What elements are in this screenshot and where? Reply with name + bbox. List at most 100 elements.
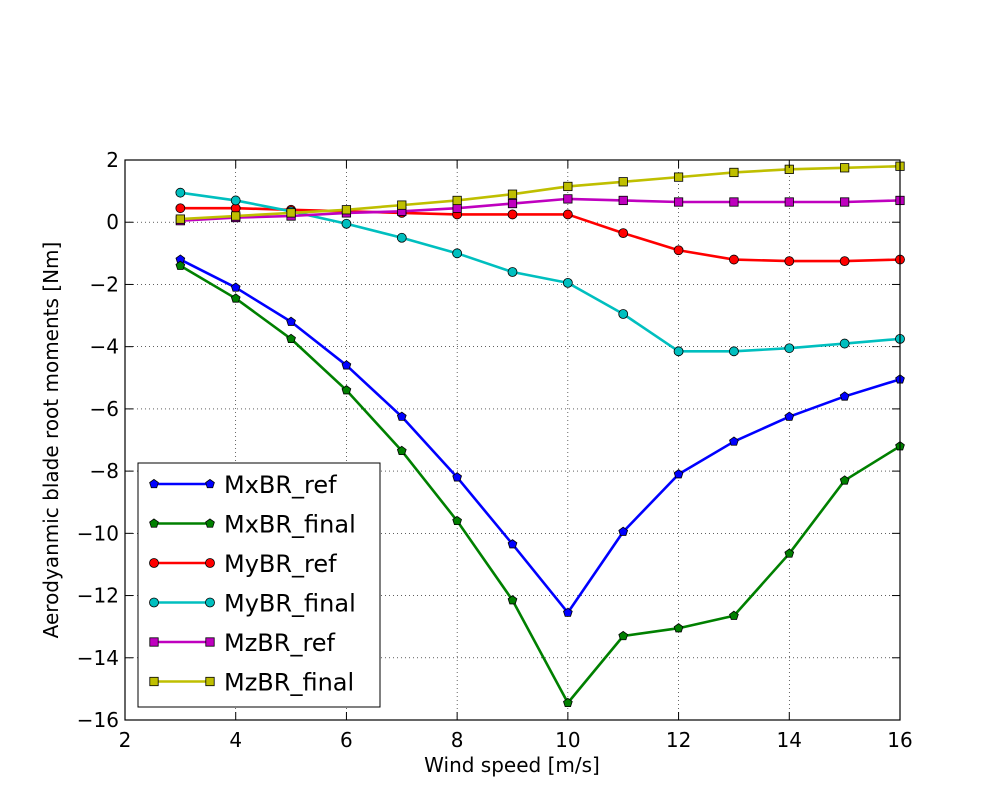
y-tick-label: −8 — [90, 459, 119, 483]
data-point — [618, 526, 629, 536]
x-tick-label: 14 — [777, 728, 802, 752]
data-point — [839, 338, 850, 349]
data-point — [729, 197, 739, 207]
data-point — [839, 475, 850, 485]
legend-item: MxBR_final — [149, 511, 356, 539]
legend-marker — [205, 558, 215, 568]
legend: MxBR_ref MxBR_final MyBR_ref MyBR_final MzBR… — [137, 462, 381, 708]
data-point — [230, 293, 241, 303]
data-point — [452, 248, 463, 259]
data-point — [341, 385, 352, 395]
data-point — [618, 228, 629, 239]
data-point — [175, 203, 186, 214]
legend-label: MzBR_final — [224, 669, 354, 697]
data-point — [507, 595, 518, 605]
data-point — [840, 197, 850, 207]
series-line — [180, 197, 901, 222]
y-tick-label: −12 — [77, 584, 119, 608]
series-lines — [175, 161, 905, 708]
y-tick-label: −14 — [77, 646, 119, 670]
y-tick-label: −2 — [90, 272, 119, 296]
data-point — [286, 208, 296, 218]
series-line — [179, 264, 901, 705]
data-point — [563, 697, 573, 708]
data-point — [507, 189, 518, 199]
data-point — [673, 197, 684, 207]
data-point — [618, 177, 628, 187]
data-point — [563, 194, 573, 204]
data-point — [562, 277, 573, 288]
data-point — [230, 195, 241, 206]
data-point — [341, 218, 352, 229]
axis-ticks: 2 4 6 8 10 12 14 16 2 0 −2 −4 −6 −8 −10 −12 −14 −16 — [77, 148, 913, 752]
legend-marker — [205, 478, 215, 489]
data-point — [673, 623, 684, 633]
x-tick-label: 10 — [555, 728, 580, 752]
legend-marker — [149, 478, 159, 489]
y-tick-label: −10 — [77, 521, 119, 545]
legend-item: MyBR_ref — [149, 550, 337, 578]
data-point — [452, 515, 462, 526]
data-point — [396, 232, 407, 243]
data-point — [673, 245, 684, 256]
legend-marker — [205, 676, 215, 687]
legend-marker — [149, 637, 159, 647]
legend-marker — [149, 558, 159, 568]
grid — [125, 160, 900, 720]
legend-item: MyBR_final — [149, 590, 356, 618]
data-point — [286, 333, 296, 344]
data-point — [729, 346, 739, 357]
series-line — [179, 258, 901, 614]
data-point — [230, 282, 241, 292]
data-point — [452, 195, 462, 206]
legend-marker — [205, 597, 215, 608]
x-tick-label: 16 — [887, 728, 912, 752]
data-point — [341, 360, 352, 370]
data-point — [507, 209, 518, 220]
x-tick-label: 6 — [340, 728, 353, 752]
x-axis-label: Wind speed [m/s] — [424, 753, 600, 777]
y-axis-label: Aerodyanmic blade root moments [Nm] — [39, 242, 63, 639]
data-point — [729, 610, 739, 620]
series-MxBR_ref — [175, 254, 905, 617]
data-point — [507, 539, 518, 549]
legend-marker — [149, 676, 159, 687]
data-point — [784, 411, 795, 421]
legend-label: MzBR_ref — [224, 629, 336, 657]
data-point — [286, 316, 296, 326]
x-tick-label: 12 — [666, 728, 691, 752]
y-tick-label: −6 — [90, 397, 119, 421]
data-point — [784, 343, 795, 354]
x-tick-label: 2 — [119, 728, 132, 752]
data-point — [396, 445, 407, 456]
legend-marker — [149, 597, 159, 608]
data-point — [563, 181, 573, 192]
legend-item: MxBR_ref — [149, 471, 337, 499]
legend-item: MzBR_final — [149, 669, 354, 697]
data-point — [784, 548, 795, 558]
legend-label: MxBR_ref — [224, 471, 337, 499]
legend-marker — [205, 637, 215, 647]
data-point — [452, 203, 462, 213]
data-point — [396, 411, 407, 421]
y-tick-label: −4 — [90, 335, 119, 359]
legend-item: MzBR_ref — [149, 629, 336, 657]
data-point — [729, 167, 739, 178]
data-point — [839, 256, 850, 267]
data-point — [507, 267, 518, 277]
data-point — [618, 195, 628, 206]
data-point — [452, 472, 462, 482]
data-point — [507, 198, 518, 209]
data-point — [840, 163, 850, 173]
legend-marker — [205, 518, 215, 528]
data-point — [562, 209, 573, 220]
y-tick-label: −16 — [77, 708, 119, 732]
data-point — [397, 200, 407, 210]
data-point — [729, 436, 739, 446]
data-point — [341, 205, 352, 215]
series-MxBR_final — [175, 260, 905, 708]
data-point — [618, 630, 629, 641]
legend-label: MxBR_final — [224, 511, 356, 539]
data-point — [175, 187, 186, 198]
